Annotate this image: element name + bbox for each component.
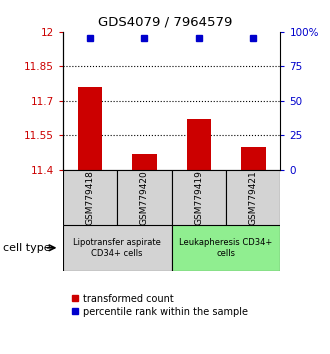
Bar (63, 170, 117, 225)
Text: GSM779418: GSM779418 (85, 170, 94, 225)
Text: Leukapheresis CD34+
cells: Leukapheresis CD34+ cells (180, 238, 273, 257)
Text: GSM779420: GSM779420 (140, 170, 149, 225)
Text: GSM779419: GSM779419 (194, 170, 203, 225)
Bar (132, 154, 157, 170)
Bar (186, 119, 211, 170)
Bar (226, 170, 280, 225)
Text: GDS4079 / 7964579: GDS4079 / 7964579 (98, 16, 232, 29)
Legend: transformed count, percentile rank within the sample: transformed count, percentile rank withi… (68, 290, 252, 320)
Bar (63, 225, 172, 271)
Bar (78, 87, 102, 170)
Text: Lipotransfer aspirate
CD34+ cells: Lipotransfer aspirate CD34+ cells (73, 238, 161, 257)
Bar (172, 225, 280, 271)
Text: GSM779421: GSM779421 (249, 170, 258, 225)
Bar (241, 147, 266, 170)
Bar (117, 170, 172, 225)
Text: cell type: cell type (3, 243, 51, 253)
Bar (172, 170, 226, 225)
